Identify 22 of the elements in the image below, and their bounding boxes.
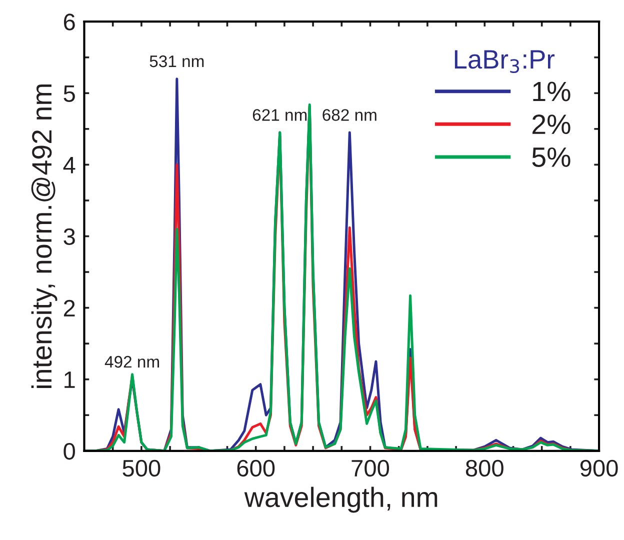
annotation: 531 nm <box>150 55 204 68</box>
legend-title: LaBr$_{3}$:Pr <box>454 50 555 74</box>
y-axis-title: intensity, norm.@492 nm <box>31 84 58 388</box>
x-tick-label: 700 <box>352 460 390 477</box>
x-tick-label: 600 <box>237 460 275 477</box>
x-tick-label: 800 <box>466 460 504 477</box>
legend-label: 1% <box>533 82 570 102</box>
legend-label: 5% <box>532 147 570 167</box>
x-axis-title: wavelength, nm <box>244 486 438 513</box>
y-tick-label: 2 <box>64 300 75 316</box>
y-tick-label: 3 <box>64 228 75 246</box>
legend-label: 2% <box>532 114 570 134</box>
y-tick-label: 0 <box>64 442 75 460</box>
annotation: 492 nm <box>104 356 159 368</box>
y-tick-label: 6 <box>64 14 75 30</box>
x-tick-label: 500 <box>122 460 160 477</box>
y-tick-label: 5 <box>64 85 75 102</box>
y-tick-label: 1 <box>64 372 75 388</box>
y-tick-label: 4 <box>63 157 76 174</box>
annotation: 621 nm <box>252 109 307 121</box>
annotation: 682 nm <box>322 109 376 121</box>
x-tick-label: 900 <box>580 460 618 477</box>
